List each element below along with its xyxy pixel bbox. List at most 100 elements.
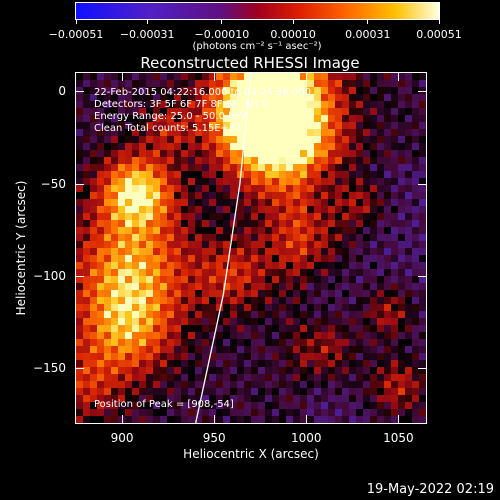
heatmap-cell: [377, 185, 385, 193]
heatmap-cell: [363, 129, 371, 137]
colorbar-tick-mark: [146, 19, 148, 24]
y-tick-label: −150: [33, 360, 66, 375]
heatmap-cell: [300, 332, 308, 340]
heatmap-cell: [342, 255, 350, 263]
heatmap-cell: [300, 73, 308, 81]
heatmap-cell: [83, 227, 91, 235]
heatmap-cell: [265, 115, 273, 123]
heatmap-cell: [83, 199, 91, 207]
heatmap-cell: [335, 234, 343, 242]
heatmap-cell: [90, 360, 98, 368]
heatmap-cell: [384, 416, 392, 423]
heatmap-cell: [405, 332, 413, 340]
heatmap-cell: [286, 164, 294, 172]
heatmap-cell: [328, 108, 336, 116]
heatmap-cell: [412, 101, 420, 109]
heatmap-cell: [125, 129, 133, 137]
heatmap-cell: [272, 262, 280, 270]
heatmap-cell: [139, 332, 147, 340]
heatmap-cell: [251, 136, 259, 144]
heatmap-cell: [118, 283, 126, 291]
heatmap-cell: [314, 108, 322, 116]
heatmap-cell: [391, 115, 399, 123]
heatmap-cell: [90, 402, 98, 410]
heatmap-cell: [111, 136, 119, 144]
heatmap-cell: [349, 136, 357, 144]
heatmap-cell: [181, 416, 189, 423]
heatmap-cell: [153, 360, 161, 368]
colorbar-tick-mark: [438, 19, 440, 24]
heatmap-cell: [286, 374, 294, 382]
heatmap-cell: [314, 304, 322, 312]
heatmap-cell: [104, 185, 112, 193]
heatmap-cell: [118, 192, 126, 200]
heatmap-cell: [412, 206, 420, 214]
heatmap-cell: [188, 192, 196, 200]
heatmap-cell: [209, 73, 217, 81]
heatmap-cell: [265, 297, 273, 305]
heatmap-cell: [321, 297, 329, 305]
heatmap-cell: [97, 416, 105, 423]
heatmap-cell: [216, 206, 224, 214]
heatmap-cell: [279, 213, 287, 221]
heatmap-cell: [209, 332, 217, 340]
heatmap-cell: [153, 234, 161, 242]
heatmap-cell: [146, 171, 154, 179]
heatmap-cell: [384, 150, 392, 158]
heatmap-cell: [202, 101, 210, 109]
heatmap-cell: [174, 213, 182, 221]
heatmap-cell: [293, 402, 301, 410]
heatmap-cell: [377, 304, 385, 312]
heatmap-cell: [118, 122, 126, 130]
heatmap-cell: [335, 381, 343, 389]
heatmap-cell: [223, 409, 231, 417]
heatmap-cell: [132, 94, 140, 102]
heatmap-cell: [419, 269, 426, 277]
heatmap-cell: [342, 381, 350, 389]
heatmap-cell: [174, 101, 182, 109]
heatmap-cell: [104, 115, 112, 123]
heatmap-cell: [412, 157, 420, 165]
heatmap-cell: [188, 255, 196, 263]
heatmap-cell: [111, 206, 119, 214]
heatmap-cell: [391, 395, 399, 403]
y-tick-mark: [418, 275, 426, 277]
heatmap-cell: [363, 269, 371, 277]
heatmap-cell: [363, 143, 371, 151]
heatmap-cell: [188, 395, 196, 403]
heatmap-cell: [153, 248, 161, 256]
colorbar-tick-mark: [367, 19, 369, 24]
heatmap-cell: [125, 199, 133, 207]
heatmap-cell: [328, 220, 336, 228]
heatmap-cell: [160, 255, 168, 263]
heatmap-cell: [230, 164, 238, 172]
heatmap-cell: [167, 108, 175, 116]
heatmap-cell: [195, 318, 203, 326]
heatmap-cell: [118, 374, 126, 382]
heatmap-cell: [300, 227, 308, 235]
heatmap-cell: [307, 290, 315, 298]
heatmap-cell: [209, 346, 217, 354]
heatmap-cell: [209, 395, 217, 403]
heatmap-cell: [90, 290, 98, 298]
heatmap-cell: [384, 367, 392, 375]
heatmap-cell: [391, 227, 399, 235]
heatmap-cell: [76, 269, 84, 277]
heatmap-cell: [174, 143, 182, 151]
heatmap-cell: [321, 108, 329, 116]
heatmap-cell: [146, 304, 154, 312]
heatmap-cell: [132, 122, 140, 130]
heatmap-cell: [307, 87, 315, 95]
heatmap-cell: [216, 157, 224, 165]
heatmap-cell: [265, 311, 273, 319]
heatmap-cell: [167, 374, 175, 382]
heatmap-cell: [223, 402, 231, 410]
heatmap-cell: [258, 360, 266, 368]
heatmap-cell: [104, 318, 112, 326]
heatmap-cell: [293, 94, 301, 102]
heatmap-cell: [279, 241, 287, 249]
heatmap-cell: [391, 73, 399, 81]
heatmap-cell: [104, 255, 112, 263]
heatmap-cell: [300, 143, 308, 151]
heatmap-cell: [363, 164, 371, 172]
